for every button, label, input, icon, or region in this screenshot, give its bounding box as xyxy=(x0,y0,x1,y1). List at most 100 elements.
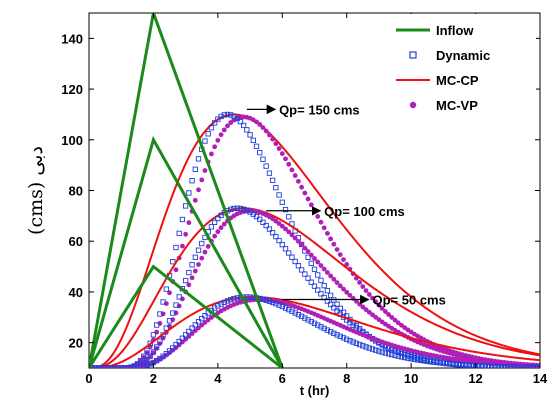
dynamic-point xyxy=(257,216,263,222)
mc-vp-point xyxy=(218,225,224,231)
dynamic-point xyxy=(408,356,414,362)
mc-vp-point xyxy=(318,263,324,268)
dynamic-point xyxy=(105,365,111,368)
mc-vp-point xyxy=(270,136,276,142)
dynamic-point xyxy=(112,365,118,368)
dynamic-point xyxy=(485,363,492,368)
dynamic-point xyxy=(405,355,411,361)
x-tick-label: 2 xyxy=(150,371,157,386)
mc-vp-point xyxy=(192,268,198,274)
dynamic-point xyxy=(215,215,221,222)
dynamic-point xyxy=(324,287,331,294)
dynamic-point xyxy=(414,357,421,363)
annotation-label: Qp= 50 cms xyxy=(372,293,445,308)
dynamic-point xyxy=(153,322,160,328)
y-tick-label: 100 xyxy=(61,133,83,148)
dynamic-point xyxy=(492,363,498,368)
dynamic-point xyxy=(186,269,192,276)
dynamic-point xyxy=(276,237,282,244)
dynamic-point xyxy=(347,338,353,344)
mc-vp-point xyxy=(289,232,295,238)
dynamic-point xyxy=(327,329,334,335)
dynamic-point xyxy=(231,296,237,302)
dynamic-point xyxy=(150,349,157,355)
dynamic-point xyxy=(501,364,508,368)
dynamic-point xyxy=(96,365,102,368)
dynamic-point xyxy=(144,347,150,354)
mc-vp-point xyxy=(215,137,221,143)
mc-vp-point xyxy=(292,173,298,178)
annotations: Qp= 150 cms Qp= 100 cms Qp= 50 cms xyxy=(246,102,446,308)
dynamic-point xyxy=(131,365,137,368)
dynamic-point xyxy=(221,112,227,118)
mc-vp-point xyxy=(212,233,218,239)
dynamic-point xyxy=(440,360,447,366)
mc-vp-point xyxy=(212,144,218,150)
dynamic-point xyxy=(318,324,324,330)
dynamic-point xyxy=(179,216,186,223)
inflow-line xyxy=(89,135,284,368)
dynamic-point xyxy=(182,332,189,338)
mc-vp-point xyxy=(305,249,311,254)
mc-vp-point xyxy=(173,267,179,273)
dynamic-point xyxy=(276,302,282,308)
axis-ticks: 0 2 4 6 8 10 12 14 20 40 60 80 100 120 140 xyxy=(61,13,548,386)
dynamic-point xyxy=(402,354,408,361)
y-tick-label: 80 xyxy=(69,184,83,199)
dynamic-point xyxy=(295,263,302,269)
dynamic-point xyxy=(176,230,182,237)
mc-vp-point xyxy=(196,262,201,267)
dynamic-point xyxy=(250,137,256,144)
y-axis-label: (cms) دبی xyxy=(25,146,47,235)
dynamic-point xyxy=(260,296,266,302)
dynamic-point xyxy=(321,282,327,289)
dynamic-point xyxy=(240,206,247,212)
inflow-line xyxy=(89,264,284,368)
mc-vp-point xyxy=(373,299,379,305)
mc-vp-point xyxy=(395,320,401,326)
dynamic-point xyxy=(163,286,169,292)
mc-vp-point xyxy=(366,309,372,315)
mc-vp-point xyxy=(202,249,208,255)
mc-vp-point xyxy=(357,280,362,285)
dynamic-point xyxy=(273,301,279,307)
mc-vp-point xyxy=(154,329,160,335)
dynamic-point xyxy=(125,365,131,368)
dynamic-point xyxy=(389,351,395,358)
dynamic-point xyxy=(115,365,121,368)
mc-vp-point xyxy=(312,256,317,261)
dynamic-point xyxy=(224,298,231,304)
dynamic-point xyxy=(211,219,218,225)
dynamic-point xyxy=(173,302,179,308)
dynamic-point xyxy=(237,205,244,212)
dynamic-point xyxy=(527,364,533,368)
mc-vp-point xyxy=(254,119,259,125)
dynamic-point xyxy=(534,364,540,368)
dynamic-point xyxy=(292,310,298,316)
mc-vp-point xyxy=(331,276,337,282)
dynamic-point xyxy=(363,344,369,350)
dynamic-point xyxy=(286,250,292,256)
dynamic-point xyxy=(476,363,482,368)
annotation-label: Qp= 150 cms xyxy=(279,102,360,117)
mc-vp-point xyxy=(189,275,195,281)
dynamic-point xyxy=(373,347,379,353)
x-tick-label: 6 xyxy=(279,371,286,386)
dynamic-point xyxy=(202,313,208,319)
mc-vp-point xyxy=(315,259,321,265)
mc-vp-point xyxy=(328,273,334,279)
mc-vp-point xyxy=(382,309,388,314)
dynamic-point xyxy=(324,298,331,304)
mc-vp-point xyxy=(295,238,301,244)
dynamic-point xyxy=(218,113,224,120)
dynamic-point xyxy=(199,240,205,247)
dynamic-point xyxy=(228,112,234,118)
dynamic-point xyxy=(199,315,205,322)
mc-vp-point xyxy=(225,123,230,129)
dynamic-point xyxy=(282,305,289,311)
dynamic-point xyxy=(456,361,463,368)
y-tick-label: 60 xyxy=(69,234,83,249)
dynamic-point xyxy=(173,244,179,251)
dynamic-point xyxy=(411,356,418,362)
dynamic-point xyxy=(327,301,334,308)
